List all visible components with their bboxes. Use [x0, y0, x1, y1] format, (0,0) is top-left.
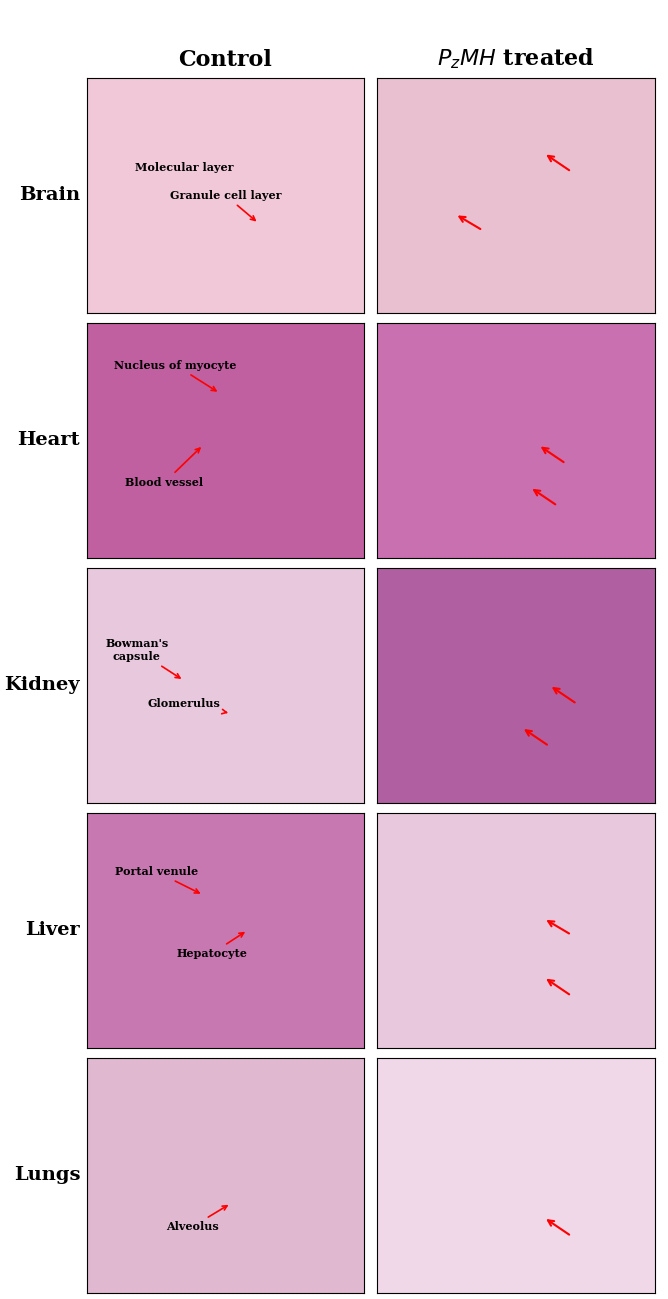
Text: Heart: Heart — [17, 431, 80, 449]
Text: Liver: Liver — [25, 921, 80, 939]
Text: Nucleus of myocyte: Nucleus of myocyte — [114, 360, 236, 391]
Text: Lungs: Lungs — [13, 1167, 80, 1185]
Text: Brain: Brain — [19, 186, 80, 204]
Text: Kidney: Kidney — [5, 677, 80, 694]
Text: Glomerulus: Glomerulus — [148, 699, 226, 713]
Text: Granule cell layer: Granule cell layer — [170, 190, 281, 221]
Text: Bowman's
capsule: Bowman's capsule — [105, 638, 180, 678]
Text: Control: Control — [178, 49, 273, 71]
Text: Portal venule: Portal venule — [115, 866, 199, 892]
Text: $\it{P_zMH}$ treated: $\it{P_zMH}$ treated — [437, 47, 595, 71]
Text: Molecular layer: Molecular layer — [135, 161, 233, 173]
Text: Alveolus: Alveolus — [166, 1205, 227, 1233]
Text: Hepatocyte: Hepatocyte — [176, 933, 247, 959]
Text: Blood vessel: Blood vessel — [126, 448, 204, 488]
